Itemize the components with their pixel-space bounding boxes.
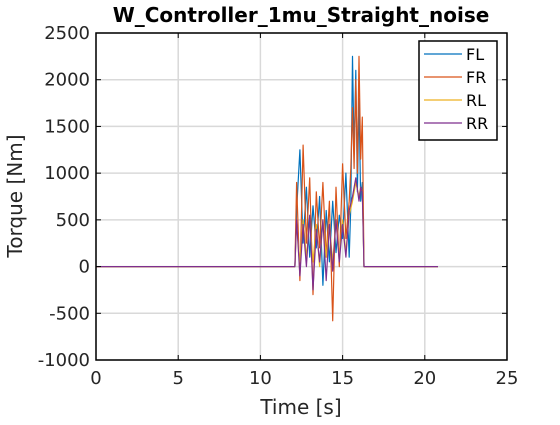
y-tick-label-500: -500	[49, 303, 90, 324]
legend-label-rl: RL	[466, 91, 486, 110]
series-layer	[96, 55, 438, 322]
x-axis-label: Time [s]	[259, 395, 341, 419]
series-line-rr	[96, 177, 438, 291]
series-line-fr	[96, 55, 438, 322]
legend-item-fl: FL	[424, 45, 484, 64]
y-tick-label-2000: 2000	[44, 70, 90, 91]
x-tick-label-5: 5	[172, 368, 183, 389]
y-tick-label-500: 500	[56, 210, 90, 231]
legend-item-rl: RL	[424, 91, 486, 110]
legend: FL FR RL RR	[418, 40, 498, 141]
legend-label-fl: FL	[466, 45, 484, 64]
y-tick-label-1500: 1500	[44, 116, 90, 137]
legend-item-rr: RR	[424, 114, 488, 133]
y-tick-label-1000: 1000	[44, 163, 90, 184]
legend-label-rr: RR	[466, 114, 488, 133]
y-tick-label-0: 0	[79, 257, 90, 278]
x-tick-label-15: 15	[331, 368, 354, 389]
y-tick-label-1000: -1000	[38, 350, 90, 371]
x-tick-label-20: 20	[413, 368, 436, 389]
x-tick-label-0: 0	[90, 368, 101, 389]
x-tick-label-10: 10	[249, 368, 272, 389]
y-axis-label: Torque [Nm]	[3, 134, 27, 258]
plot-frame	[95, 32, 508, 361]
legend-item-fr: FR	[424, 68, 486, 87]
y-tick-label-2500: 2500	[44, 23, 90, 44]
x-tick-label-25: 25	[496, 368, 519, 389]
legend-label-fr: FR	[466, 68, 486, 87]
tick-layer: 0 5 10 15 20 25 -1000 -500 0 500 1000 1500 2000 2500	[38, 23, 519, 389]
chart-title: W_Controller_1mu_Straight_noise	[113, 3, 490, 27]
